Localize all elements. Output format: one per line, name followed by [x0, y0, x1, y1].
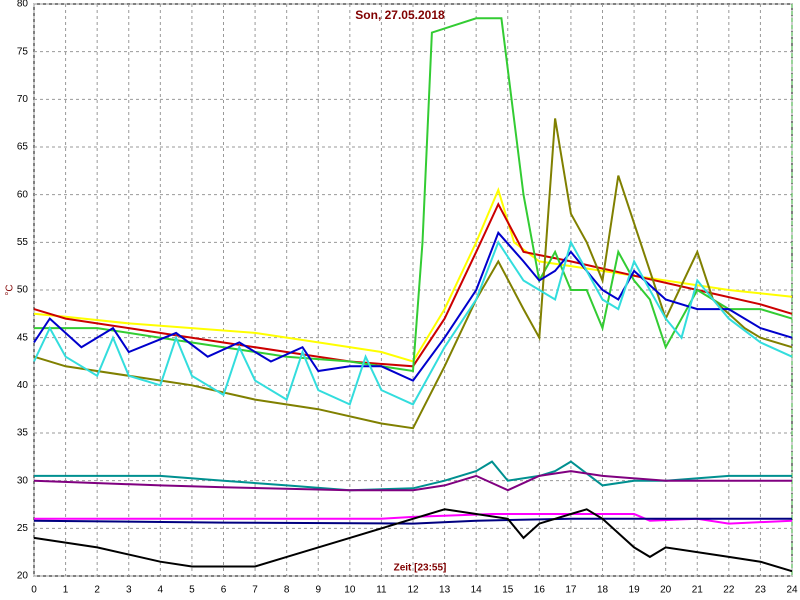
series-line	[33, 239, 793, 406]
series-line	[34, 17, 793, 373]
x-tick-label: 6	[221, 585, 227, 596]
x-tick-label: 13	[439, 585, 451, 596]
series-line	[33, 118, 793, 430]
y-tick-label: 80	[17, 0, 29, 10]
y-tick-label: 45	[17, 332, 29, 343]
chart-title: Son, 27.05.2018	[355, 8, 445, 22]
x-tick-label: 18	[597, 585, 609, 596]
time-annotation: Zeit [23:55]	[394, 563, 447, 574]
x-tick-label: 19	[629, 585, 641, 596]
x-tick-label: 1	[63, 585, 69, 596]
y-tick-label: 75	[17, 46, 29, 57]
x-tick-label: 2	[94, 585, 100, 596]
x-tick-label: 0	[31, 585, 37, 596]
y-tick-label: 65	[17, 142, 29, 153]
series-line	[33, 470, 792, 492]
series-line	[33, 201, 793, 368]
x-tick-label: 21	[692, 585, 704, 596]
x-tick-label: 3	[126, 585, 132, 596]
x-tick-label: 5	[189, 585, 195, 596]
x-tick-label: 7	[252, 585, 258, 596]
y-tick-label: 25	[17, 523, 29, 534]
x-tick-label: 20	[660, 585, 672, 596]
x-tick-label: 24	[786, 585, 798, 596]
x-tick-label: 23	[755, 585, 767, 596]
y-tick-label: 50	[17, 285, 29, 296]
y-tick-label: 55	[17, 237, 29, 248]
x-tick-label: 9	[315, 585, 321, 596]
x-tick-label: 15	[502, 585, 514, 596]
x-tick-label: 16	[534, 585, 546, 596]
y-tick-label: 35	[17, 428, 29, 439]
y-tick-label: 30	[17, 475, 29, 486]
x-tick-label: 14	[471, 585, 483, 596]
y-tick-label: 70	[17, 94, 29, 105]
y-axis-label: °C	[5, 284, 16, 295]
y-tick-label: 40	[17, 380, 29, 391]
series-line	[33, 517, 792, 525]
series-line	[33, 508, 793, 573]
x-tick-label: 22	[723, 585, 735, 596]
x-tick-label: 12	[407, 585, 419, 596]
y-tick-label: 20	[17, 571, 29, 582]
x-tick-label: 10	[344, 585, 356, 596]
y-tick-label: 60	[17, 189, 29, 200]
x-tick-label: 4	[158, 585, 164, 596]
x-tick-label: 8	[284, 585, 290, 596]
x-tick-label: 17	[565, 585, 577, 596]
series-line	[34, 513, 793, 525]
x-tick-label: 11	[376, 585, 387, 596]
series-line	[34, 460, 792, 492]
